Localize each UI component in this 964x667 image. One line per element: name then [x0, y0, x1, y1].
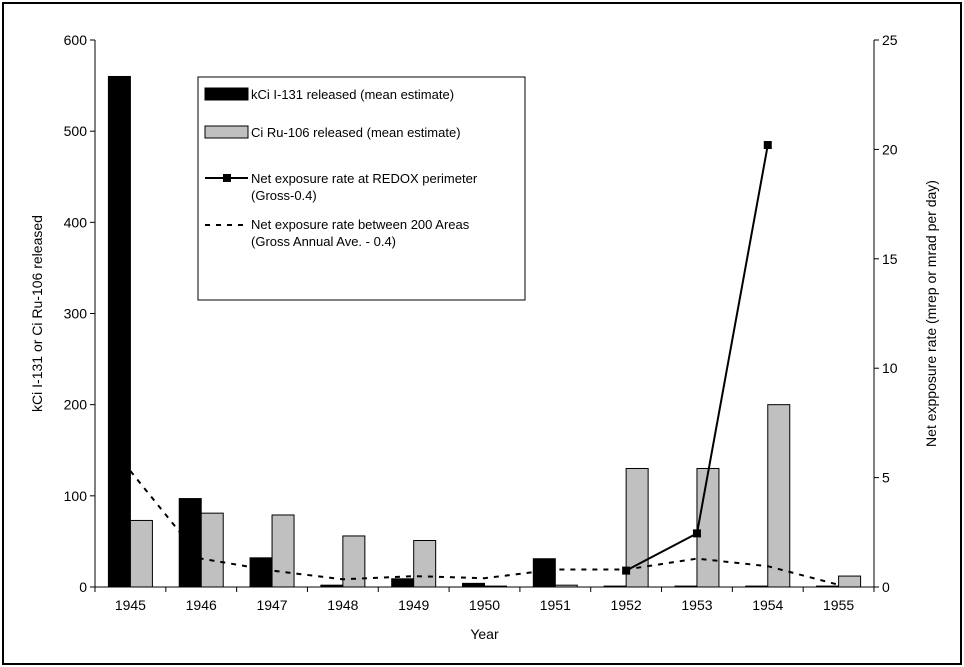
bar-ru106-1954 [767, 404, 791, 588]
bar-i131-1945 [107, 75, 131, 588]
x-tick-label: 1951 [540, 597, 571, 613]
y2-tick-label: 15 [882, 251, 898, 267]
y-tick-label: 200 [64, 397, 88, 413]
bar-i131-1949 [391, 578, 415, 588]
bar-i131-1951 [532, 558, 556, 588]
bar-ru106-1946 [200, 512, 224, 588]
y2-tick-label: 25 [882, 32, 898, 48]
y2-tick-label: 5 [882, 470, 890, 486]
bar-i131-1946 [178, 498, 202, 588]
legend-label-i131: kCi I-131 released (mean estimate) [251, 87, 454, 102]
y2-tick-label: 20 [882, 141, 898, 157]
bar-i131-1953 [674, 585, 698, 588]
y2-tick-label: 10 [882, 360, 898, 376]
x-tick-label: 1945 [115, 597, 146, 613]
legend-label-redox-line1: Net exposure rate at REDOX perimeter [251, 171, 478, 186]
y-axis-title: kCi I-131 or Ci Ru-106 released [29, 215, 45, 412]
redox-point-1954 [763, 141, 772, 150]
x-tick-label: 1952 [611, 597, 642, 613]
bar-i131-1948 [320, 584, 344, 588]
legend: kCi I-131 released (mean estimate) Ci Ru-… [197, 76, 526, 301]
bar-ru106-1947 [271, 514, 295, 588]
x-tick-label: 1954 [752, 597, 783, 613]
legend-swatch-i131 [204, 87, 249, 101]
x-tick-label: 1950 [469, 597, 500, 613]
bar-ru106-1945 [129, 519, 153, 588]
y-tick-label: 600 [64, 32, 88, 48]
bar-ru106-1948 [342, 535, 366, 588]
legend-label-200-areas-line1: Net exposure rate between 200 Areas [251, 217, 470, 232]
legend-box [197, 76, 526, 301]
x-tick-label: 1955 [823, 597, 854, 613]
legend-marker-redox [223, 174, 231, 182]
y-tick-label: 0 [79, 579, 87, 595]
legend-swatch-ru106 [204, 125, 249, 139]
bar-ru106-1950 [484, 585, 507, 588]
x-tick-label: 1949 [398, 597, 429, 613]
bar-i131-1955 [816, 585, 840, 588]
bar-ru106-1952 [625, 467, 649, 588]
x-tick-label: 1948 [327, 597, 358, 613]
line-200-areas [129, 470, 839, 586]
bar-ru106-1949 [413, 540, 437, 588]
y-tick-label: 100 [64, 488, 88, 504]
plot-area: 0 100 200 300 400 500 600 0 5 10 15 20 25 1945 1946 194… [64, 32, 898, 613]
legend-label-200-areas-line2: (Gross Annual Ave. - 0.4) [251, 234, 396, 249]
y-tick-label: 300 [64, 306, 88, 322]
x-tick-label: 1946 [186, 597, 217, 613]
bar-i131-1954 [745, 585, 769, 588]
bar-i131-1947 [249, 557, 273, 588]
redox-point-1953 [692, 529, 701, 538]
redox-point-1952 [622, 566, 631, 575]
x-axis-title: Year [470, 626, 499, 642]
x-tick-label: 1947 [256, 597, 287, 613]
legend-label-redox-line2: (Gross-0.4) [251, 188, 317, 203]
bar-i131-1950 [462, 582, 485, 588]
bar-ru106-1955 [838, 575, 862, 588]
bar-ru106-1953 [696, 467, 720, 588]
y-tick-label: 500 [64, 123, 88, 139]
y2-axis-title: Net expposure rate (mrep or mrad per day… [923, 180, 939, 447]
bar-ru106-1951 [554, 584, 578, 588]
y-tick-label: 400 [64, 214, 88, 230]
bar-i131-1952 [603, 585, 627, 588]
y2-tick-label: 0 [882, 579, 890, 595]
legend-label-ru106: Ci Ru-106 released (mean estimate) [251, 125, 461, 140]
x-tick-label: 1953 [681, 597, 712, 613]
